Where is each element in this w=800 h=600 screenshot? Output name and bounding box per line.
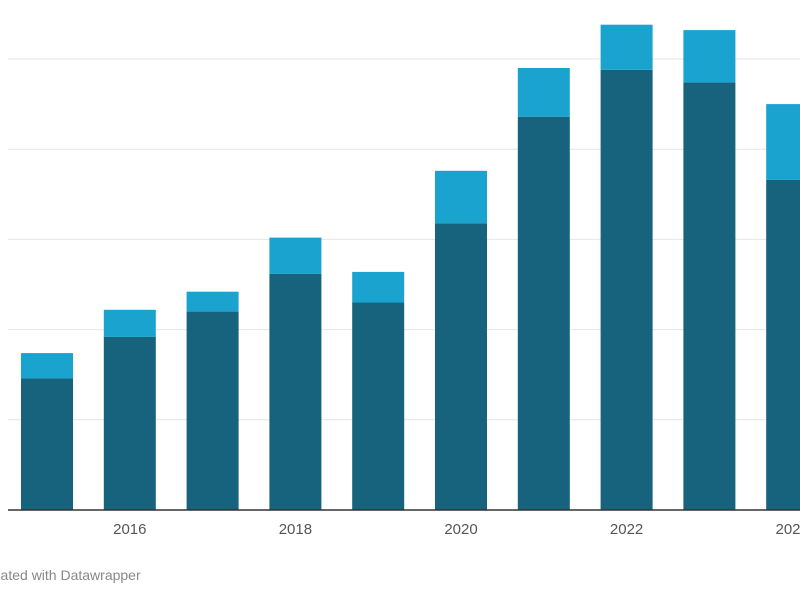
bar-2024-segment-1	[766, 179, 800, 510]
bar-2018-segment-1	[269, 273, 322, 510]
bar-2017-segment-1	[186, 311, 239, 510]
x-tick-label-2020: 2020	[444, 521, 477, 538]
bar-2023-segment-1	[683, 82, 736, 510]
bar-2017-segment-2	[186, 291, 239, 312]
bar-2020-segment-2	[435, 170, 487, 224]
bar-2016-segment-1	[103, 336, 156, 510]
x-tick-label-2024: 2024	[776, 521, 800, 538]
x-tick-label-2018: 2018	[279, 521, 312, 538]
bar-2022-segment-1	[600, 69, 653, 511]
x-axis-tick-labels: 2016 2018 2020 2022 2024	[113, 521, 800, 538]
bar-2024-segment-2	[766, 104, 800, 180]
bar-2019-segment-2	[352, 271, 405, 303]
bar-2022-segment-2	[600, 24, 653, 70]
footer-credit: Created with Datawrapper	[0, 567, 141, 583]
bar-2021-segment-2	[517, 68, 570, 117]
bar-2018-segment-2	[269, 237, 322, 274]
bar-2015-segment-2	[21, 353, 73, 379]
x-tick-label-2022: 2022	[610, 521, 643, 538]
bar-2023-segment-2	[683, 30, 736, 83]
x-tick-label-2016: 2016	[113, 521, 146, 538]
bar-2019-segment-1	[352, 302, 405, 510]
bar-2015-segment-1	[21, 378, 73, 510]
bar-series	[21, 24, 800, 511]
bar-2021-segment-1	[517, 116, 570, 510]
bar-2016-segment-2	[103, 309, 156, 337]
bar-2020-segment-1	[435, 223, 487, 510]
